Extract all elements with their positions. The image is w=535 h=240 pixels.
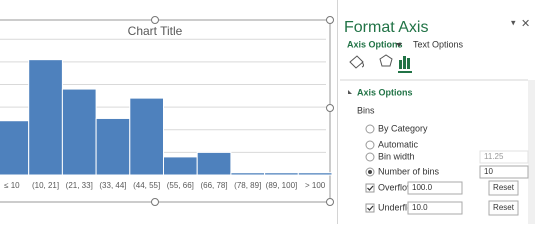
panel-title: Format Axis [344, 19, 428, 36]
check-mark [367, 205, 374, 211]
bar [196, 151, 232, 176]
reset-button[interactable] [488, 200, 519, 216]
fill-icon[interactable] [349, 55, 364, 69]
x-tick-label: (33, 44] [99, 181, 126, 190]
reset-button[interactable] [488, 180, 519, 196]
scrollbar[interactable] [528, 80, 535, 224]
x-tick-label: ≤ 10 [4, 181, 20, 190]
tab-active[interactable]: Axis Options [347, 39, 403, 49]
bar [28, 59, 63, 176]
radio-label[interactable]: Number of bins [378, 166, 440, 176]
input-box[interactable] [479, 150, 529, 164]
radio-label[interactable]: Automatic [378, 139, 419, 149]
x-tick-label: (44, 55] [133, 181, 160, 190]
x-tick-label: (78, 89] [234, 181, 261, 190]
reset-label: Reset [493, 183, 515, 192]
page: Chart Title Format Axis ▾ ✕ Axis Options… [0, 0, 535, 224]
handles [151, 16, 334, 206]
bar [129, 97, 165, 176]
tab[interactable]: Text Options [413, 39, 464, 49]
tab-arrow [396, 43, 402, 47]
bar [264, 172, 299, 176]
section-title[interactable]: Axis Options [357, 87, 413, 97]
x-tick-label: (21, 33] [66, 181, 93, 190]
close-icon[interactable]: ✕ [521, 18, 530, 30]
radio-dot [368, 170, 372, 174]
bar [0, 120, 30, 176]
axis-options-icon[interactable] [399, 56, 410, 69]
check-label[interactable]: Overflow bin [378, 182, 428, 192]
bar [95, 117, 131, 176]
input-value: 100.0 [412, 183, 433, 192]
input-value: 10.0 [412, 203, 428, 212]
x-tick-label: (89, 100] [266, 181, 298, 190]
checkbox[interactable] [365, 203, 375, 213]
radio[interactable] [365, 140, 375, 150]
menu-icon[interactable]: ▾ [511, 17, 516, 27]
reset-label: Reset [493, 203, 515, 212]
radio[interactable] [365, 124, 375, 134]
bar [297, 172, 333, 176]
check-label[interactable]: Underflow bin [378, 202, 433, 212]
input-box[interactable] [407, 181, 463, 195]
input-box[interactable] [479, 165, 529, 179]
checkbox[interactable] [365, 183, 375, 193]
effects-icon[interactable] [379, 54, 393, 67]
bar [230, 172, 266, 176]
input-value: 10 [484, 167, 493, 176]
input-value: 11.25 [484, 152, 504, 161]
bar [163, 156, 198, 176]
chart-title: Chart Title [128, 24, 183, 38]
x-tick-label: > 100 [305, 181, 326, 190]
radio[interactable] [365, 152, 375, 162]
x-tick-label: (10, 21] [32, 181, 59, 190]
x-tick-label: (66, 78] [200, 181, 227, 190]
x-tick-label: (55, 66] [167, 181, 194, 190]
check-mark [367, 185, 374, 191]
group-label: Bins [357, 105, 375, 115]
input-box[interactable] [407, 201, 463, 215]
collapse-arrow[interactable] [348, 90, 352, 94]
bar [61, 88, 97, 176]
radio-label[interactable]: By Category [378, 123, 428, 133]
screen: Chart Title Format Axis ▾ ✕ Axis Options… [0, 0, 535, 224]
radio-label[interactable]: Bin width [378, 151, 415, 161]
